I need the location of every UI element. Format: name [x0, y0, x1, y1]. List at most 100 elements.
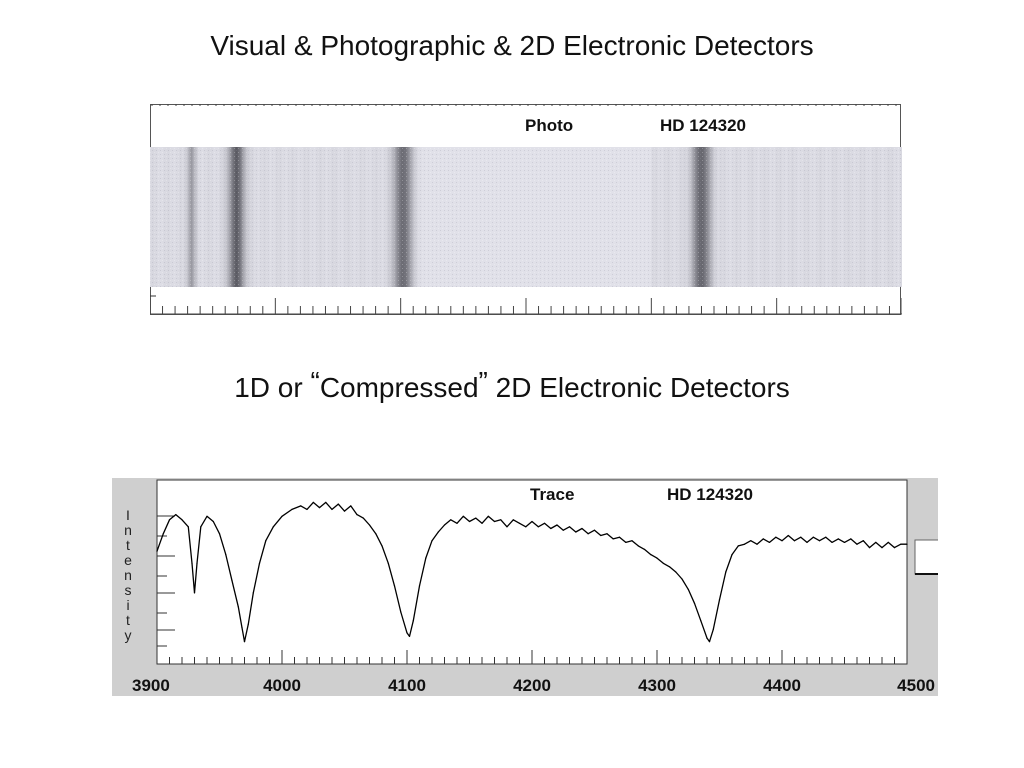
trace-point — [168, 519, 171, 521]
trace-point — [708, 641, 711, 643]
trace-point — [231, 580, 233, 582]
trace-point — [750, 540, 752, 542]
photo-star-label: HD 124320 — [660, 116, 746, 135]
trace-point — [265, 540, 267, 542]
trace-point — [512, 519, 514, 521]
trace-point — [368, 524, 371, 526]
trace-point — [768, 541, 771, 543]
trace-point — [241, 627, 243, 629]
trace-point — [687, 588, 689, 590]
trace-point — [775, 536, 777, 538]
trace-point — [425, 557, 427, 559]
trace-x-ticks — [156, 650, 908, 664]
trace-point — [825, 536, 827, 538]
trace-point — [737, 545, 739, 547]
trace-point — [196, 562, 198, 564]
trace-point — [587, 533, 589, 535]
trace-point — [252, 592, 254, 594]
trace-point — [381, 545, 383, 547]
trace-point — [681, 578, 683, 580]
trace-point — [662, 562, 664, 564]
trace-point — [568, 526, 571, 528]
trace-point — [506, 526, 508, 528]
trace-point — [693, 602, 696, 604]
x-tick-label: 4300 — [638, 676, 676, 695]
trace-point — [668, 566, 671, 568]
trace-point — [237, 606, 239, 608]
trace-point — [643, 548, 646, 550]
trace-point — [762, 538, 764, 540]
trace-point — [637, 545, 639, 547]
ylabel-letter: n — [124, 567, 132, 583]
trace-point — [518, 522, 521, 524]
trace-point — [212, 520, 214, 523]
slide-title-bottom: 1D or “Compressed” 2D Electronic Detecto… — [0, 366, 1024, 404]
trace-point — [408, 635, 411, 637]
trace-point — [543, 522, 546, 524]
trace-point — [906, 543, 908, 545]
trace-point — [875, 541, 877, 543]
trace-point — [156, 550, 158, 552]
trace-point — [350, 505, 352, 507]
trace-point — [481, 522, 483, 524]
trace-x-tick-labels: 3900 4000 4100 4200 4300 4400 4500 — [132, 676, 935, 695]
trace-point — [362, 517, 364, 519]
photo-spectrum-panel: Photo HD 124320 — [150, 100, 902, 316]
x-tick-label: 4100 — [388, 676, 426, 695]
trace-point — [493, 520, 496, 523]
trace-point — [618, 536, 621, 538]
trace-point — [781, 540, 783, 542]
ylabel-letter: y — [125, 627, 132, 643]
trace-point — [881, 547, 883, 549]
trace-point — [272, 526, 274, 528]
trace-point — [225, 554, 227, 556]
trace-point — [631, 540, 633, 542]
trace-point — [331, 508, 333, 510]
trace-point — [393, 585, 396, 587]
trace-point — [562, 529, 564, 531]
trace-point — [675, 571, 677, 573]
trace-point — [537, 526, 539, 528]
trace-plot-area — [156, 479, 908, 665]
trace-point — [418, 585, 421, 587]
trace-point — [387, 562, 389, 564]
x-tick-label: 4400 — [763, 676, 801, 695]
trace-point — [650, 554, 652, 556]
trace-right-tab — [914, 539, 938, 575]
photo-top-ruler — [151, 104, 897, 106]
trace-star-label: HD 124320 — [667, 485, 753, 504]
ylabel-letter: i — [126, 597, 129, 613]
trace-point — [800, 536, 802, 538]
ylabel-letter: I — [126, 507, 130, 523]
trace-point — [218, 533, 221, 535]
trace-point — [300, 505, 302, 507]
trace-point — [181, 519, 183, 521]
title-part-post: 2D Electronic Detectors — [487, 372, 790, 403]
trace-point — [787, 534, 789, 537]
title-close-quote: ” — [478, 366, 488, 397]
trace-point — [375, 533, 377, 535]
trace-point — [756, 543, 758, 545]
trace-point — [175, 514, 177, 516]
trace-point — [456, 522, 458, 524]
trace-point — [843, 541, 846, 543]
x-tick-label: 4500 — [897, 676, 935, 695]
trace-point — [893, 547, 896, 549]
trace-point — [581, 527, 583, 530]
trace-point — [806, 541, 808, 543]
trace-point — [706, 637, 708, 639]
trace-point — [862, 540, 864, 542]
trace-point — [850, 538, 852, 540]
trace-point — [718, 599, 721, 601]
trace-point — [162, 533, 164, 535]
trace-point — [437, 531, 439, 533]
trace-point — [556, 524, 558, 526]
ylabel-letter: t — [126, 612, 130, 628]
x-tick-label: 3900 — [132, 676, 170, 695]
trace-point — [743, 543, 746, 545]
trace-point — [247, 623, 249, 625]
photo-grain-overlay — [150, 147, 902, 287]
trace-point — [487, 515, 489, 517]
trace-point — [812, 536, 814, 538]
